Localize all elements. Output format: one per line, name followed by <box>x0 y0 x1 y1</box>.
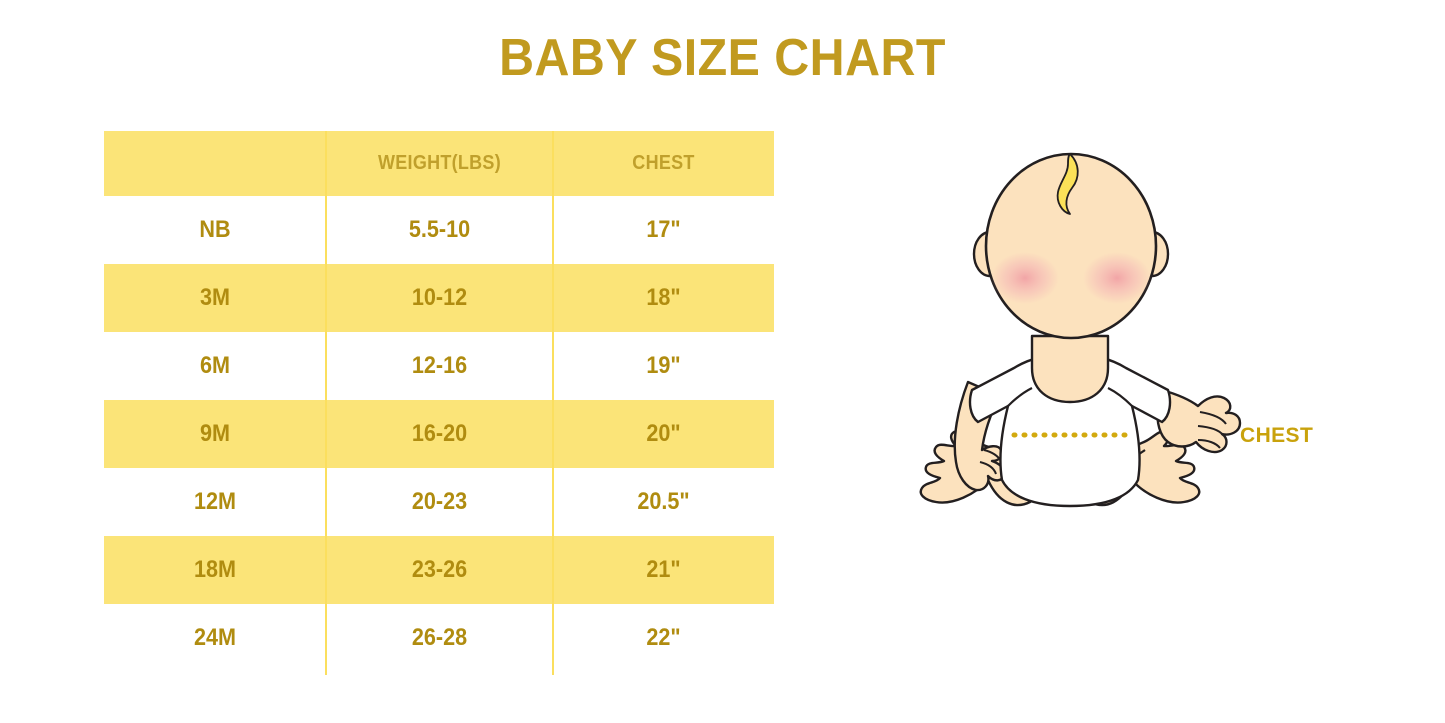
right-cheek-blush <box>1083 252 1151 304</box>
cell-size: 12M <box>193 488 237 515</box>
table-row: 18M 23-26 21" <box>104 536 774 604</box>
head-icon <box>984 152 1158 340</box>
cell-weight: 20-23 <box>411 488 468 515</box>
table-row: 3M 10-12 18" <box>104 264 774 332</box>
size-chart-table: WEIGHT(LBS) CHEST NB 5.5-10 17" 3M 10-12… <box>104 131 774 672</box>
cell-chest: 20.5" <box>637 488 690 515</box>
table-row: 6M 12-16 19" <box>104 332 774 400</box>
hair-curl-icon <box>1056 153 1079 215</box>
cell-size: 24M <box>193 624 237 651</box>
column-divider-2 <box>552 131 554 675</box>
left-cheek-blush <box>991 252 1059 304</box>
cell-weight: 23-26 <box>411 556 468 583</box>
cell-chest: 20" <box>646 420 681 447</box>
cell-weight: 5.5-10 <box>408 216 471 243</box>
cell-weight: 10-12 <box>411 284 468 311</box>
neck-icon <box>1030 334 1110 404</box>
cell-chest: 19" <box>646 352 681 379</box>
right-arm-icon <box>1156 388 1242 454</box>
table-header-row: WEIGHT(LBS) CHEST <box>104 131 774 196</box>
cell-chest: 22" <box>646 624 681 651</box>
header-cell-chest: CHEST <box>632 152 695 174</box>
chest-measurement-label: CHEST <box>1240 424 1314 447</box>
cell-size: 9M <box>199 420 231 447</box>
cell-weight: 12-16 <box>411 352 468 379</box>
cell-size: 18M <box>193 556 237 583</box>
cell-chest: 18" <box>646 284 681 311</box>
cell-size: 3M <box>199 284 231 311</box>
table-row: 9M 16-20 20" <box>104 400 774 468</box>
table-row: 24M 26-28 22" <box>104 604 774 672</box>
cell-chest: 21" <box>646 556 681 583</box>
page-title: BABY SIZE CHART <box>499 29 946 87</box>
column-divider-1 <box>325 131 327 675</box>
baby-sitting-icon <box>880 150 1300 610</box>
cell-weight: 26-28 <box>411 624 468 651</box>
cell-size: 6M <box>199 352 231 379</box>
cell-size: NB <box>199 216 231 243</box>
table-row: NB 5.5-10 17" <box>104 196 774 264</box>
header-cell-weight: WEIGHT(LBS) <box>378 152 501 174</box>
cell-weight: 16-20 <box>411 420 468 447</box>
cell-chest: 17" <box>646 216 681 243</box>
table-row: 12M 20-23 20.5" <box>104 468 774 536</box>
